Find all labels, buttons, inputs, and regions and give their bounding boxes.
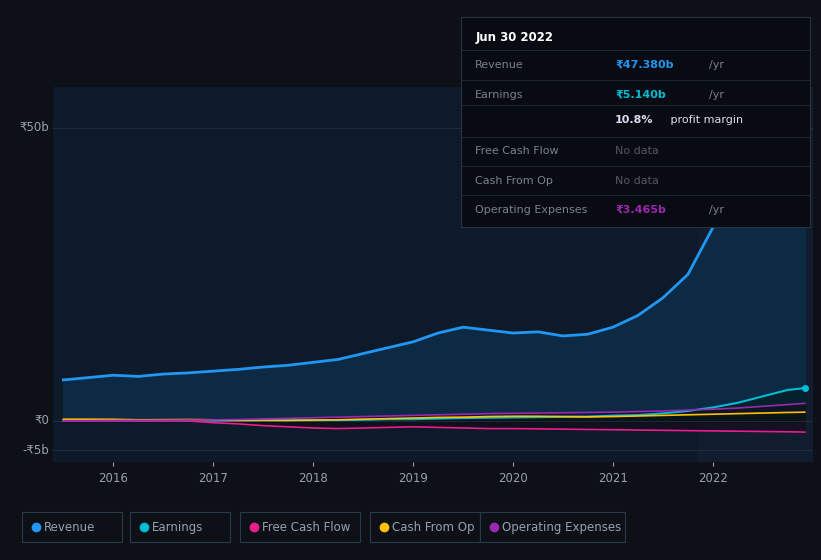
Text: Free Cash Flow: Free Cash Flow	[262, 521, 351, 534]
Text: Revenue: Revenue	[44, 521, 95, 534]
Text: No data: No data	[615, 146, 658, 156]
Text: Cash From Op: Cash From Op	[475, 176, 553, 185]
Text: No data: No data	[615, 176, 658, 185]
Bar	[698, 87, 813, 462]
FancyBboxPatch shape	[22, 512, 122, 542]
Text: /yr: /yr	[709, 90, 724, 100]
Text: /yr: /yr	[709, 205, 724, 215]
FancyBboxPatch shape	[240, 512, 360, 542]
Text: /yr: /yr	[709, 60, 724, 70]
Text: ₹5.140b: ₹5.140b	[615, 90, 666, 100]
Text: Earnings: Earnings	[152, 521, 204, 534]
Text: Cash From Op: Cash From Op	[392, 521, 475, 534]
Text: Revenue: Revenue	[475, 60, 524, 70]
Text: ₹50b: ₹50b	[20, 122, 49, 134]
FancyBboxPatch shape	[370, 512, 480, 542]
FancyBboxPatch shape	[480, 512, 625, 542]
Text: 10.8%: 10.8%	[615, 115, 654, 125]
Text: ₹3.465b: ₹3.465b	[615, 205, 666, 215]
Text: ₹0: ₹0	[34, 414, 49, 427]
Text: -₹5b: -₹5b	[23, 444, 49, 457]
Text: Earnings: Earnings	[475, 90, 524, 100]
Text: Free Cash Flow: Free Cash Flow	[475, 146, 559, 156]
FancyBboxPatch shape	[130, 512, 230, 542]
Text: ₹47.380b: ₹47.380b	[615, 60, 673, 70]
Text: profit margin: profit margin	[667, 115, 743, 125]
Text: Operating Expenses: Operating Expenses	[502, 521, 621, 534]
Text: Operating Expenses: Operating Expenses	[475, 205, 588, 215]
Text: Jun 30 2022: Jun 30 2022	[475, 31, 553, 44]
